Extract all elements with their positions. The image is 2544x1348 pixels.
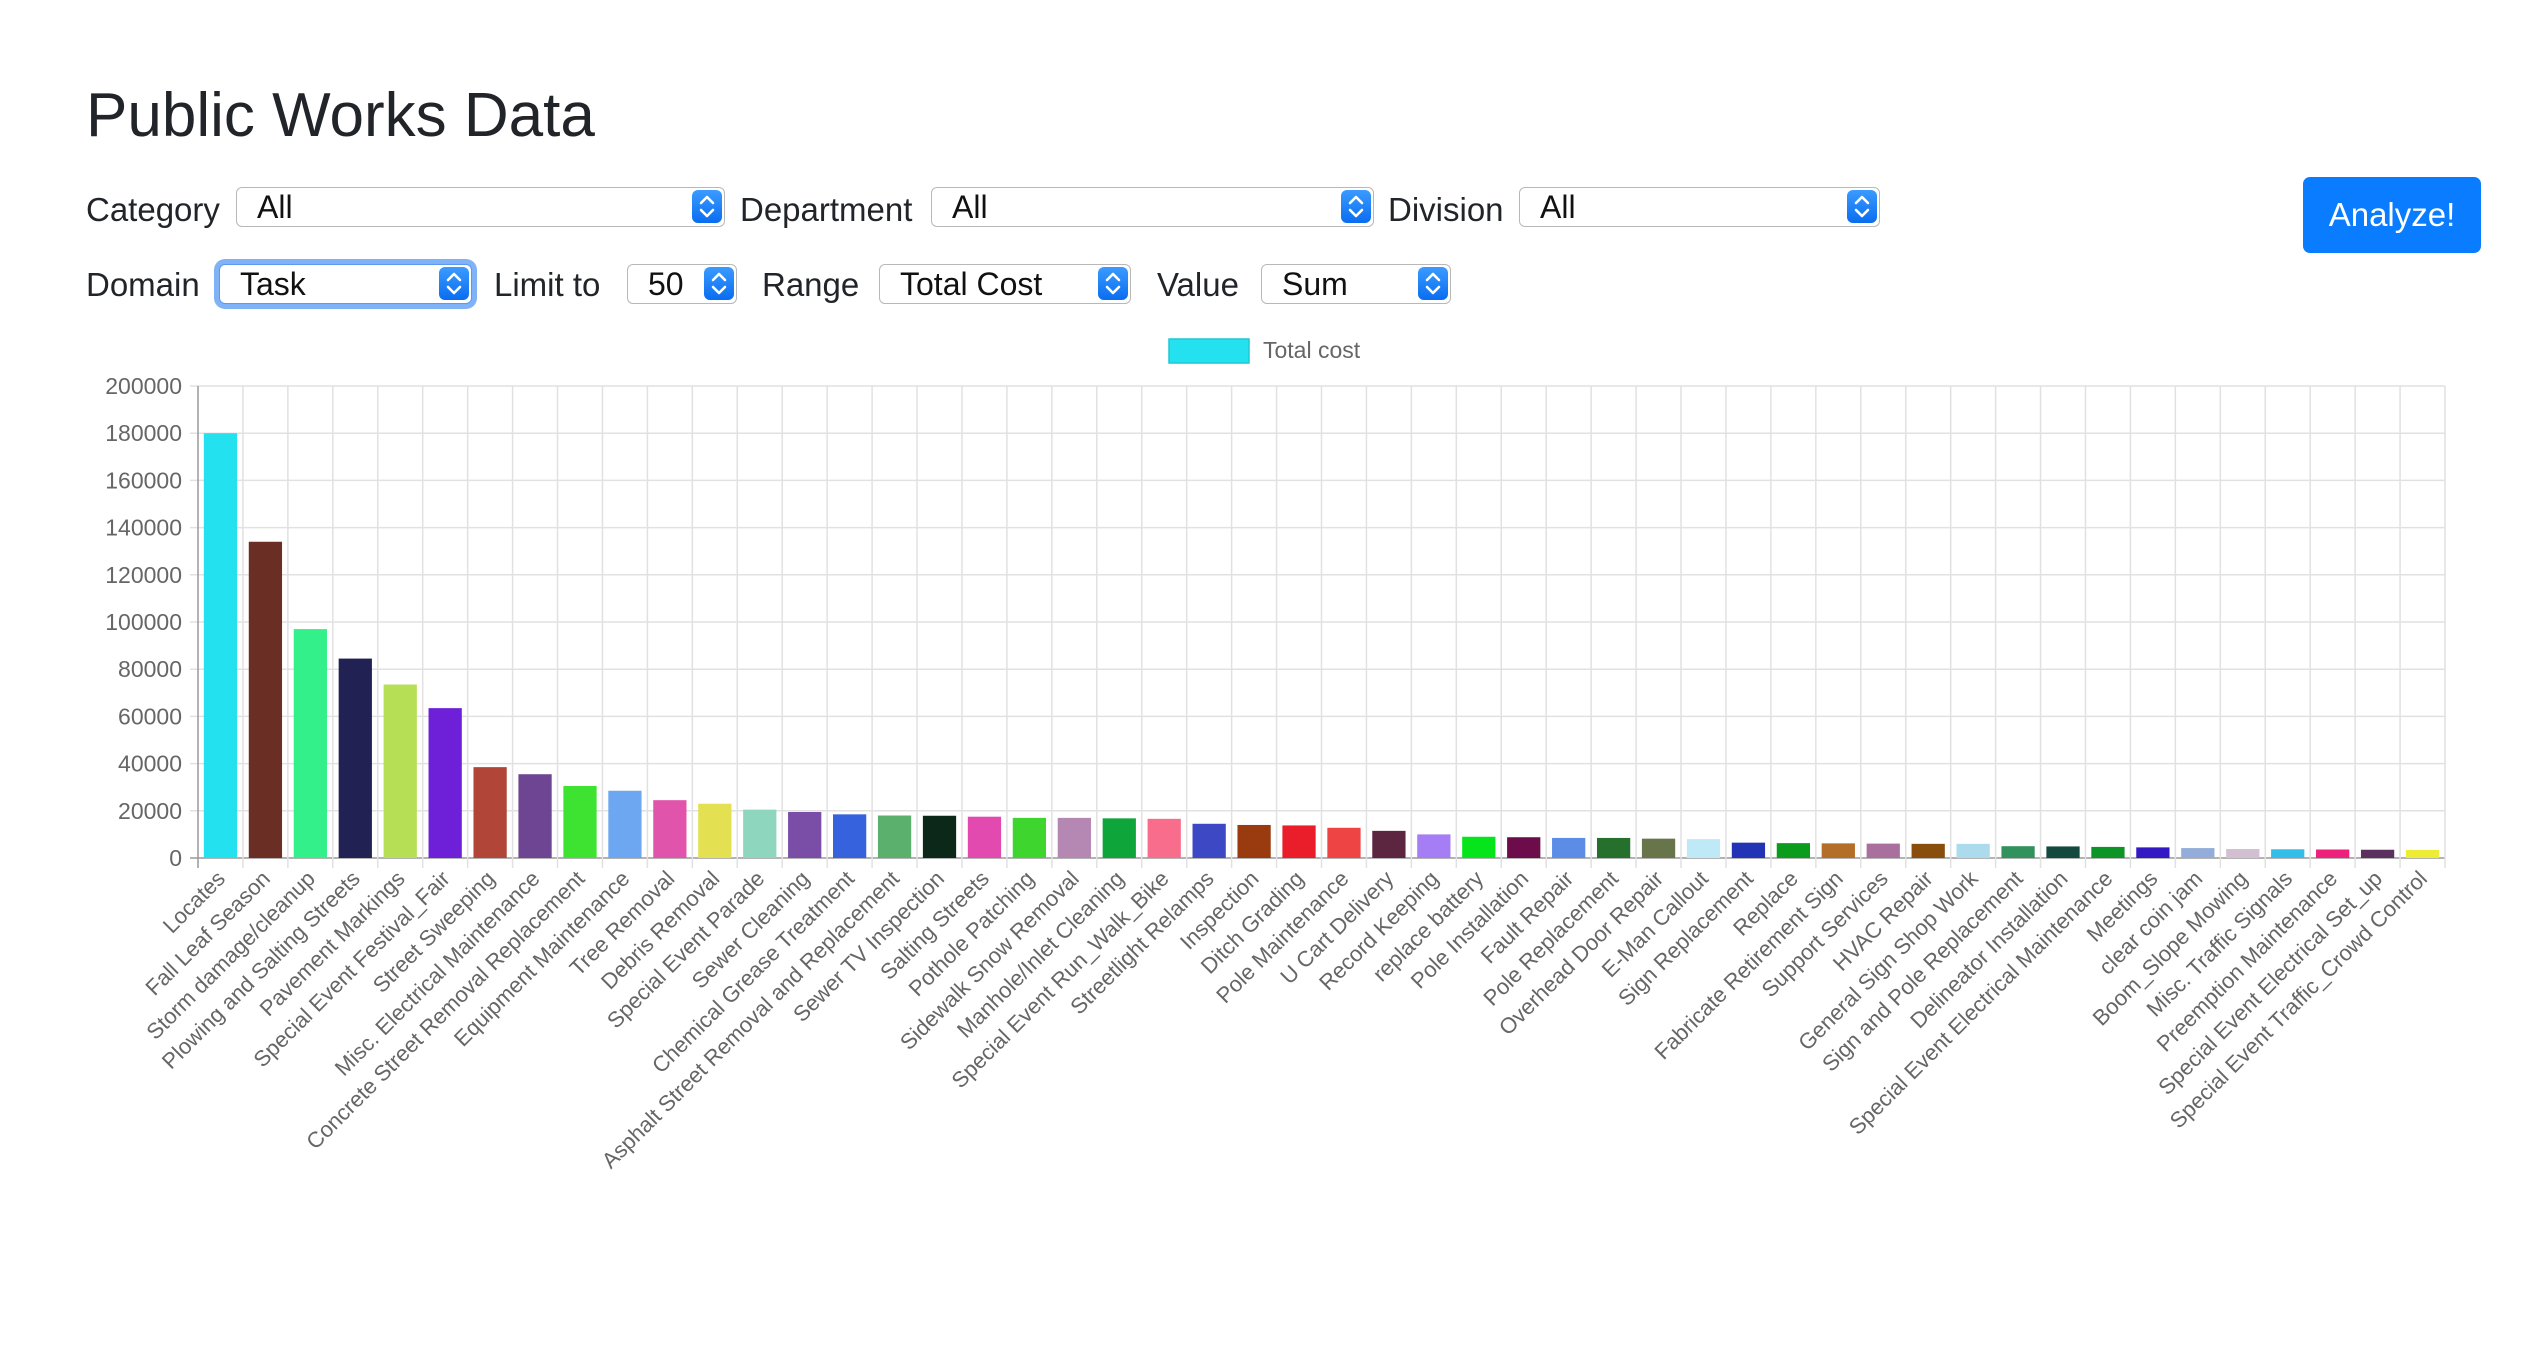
bar: [1731, 842, 1766, 858]
bar: [1417, 834, 1451, 858]
range-label: Range: [762, 266, 860, 303]
bar: [2316, 849, 2350, 858]
bar: [698, 803, 732, 858]
bar: [2136, 847, 2170, 858]
bar: [1552, 837, 1586, 858]
bar: [1911, 843, 1945, 858]
bar: [2226, 849, 2260, 858]
category-label: Category: [86, 191, 220, 228]
up-down-chevron-icon: [704, 267, 734, 300]
bar: [248, 541, 283, 858]
bar: [2405, 849, 2440, 858]
bar: [743, 809, 777, 858]
bar: [1956, 843, 1990, 858]
division-select[interactable]: All: [1519, 187, 1880, 227]
domain-select-value: Task: [240, 266, 306, 302]
domain-label: Domain: [86, 266, 200, 303]
y-tick-label: 180000: [105, 420, 182, 446]
bar: [788, 811, 822, 858]
department-select[interactable]: All: [931, 187, 1374, 227]
bar: [293, 629, 327, 858]
page-title: Public Works Data: [86, 81, 595, 150]
bar: [1821, 843, 1855, 858]
up-down-chevron-icon: [1098, 267, 1128, 300]
bar: [563, 786, 597, 858]
bar: [1866, 843, 1900, 858]
up-down-chevron-icon: [1418, 267, 1448, 300]
y-tick-label: 140000: [105, 515, 182, 541]
bar: [1147, 818, 1181, 858]
y-tick-label: 100000: [105, 609, 182, 635]
bar: [1776, 843, 1810, 858]
value-select[interactable]: Sum: [1261, 264, 1451, 304]
bar: [1237, 824, 1271, 858]
department-select-value: All: [952, 189, 988, 225]
y-tick-label: 160000: [105, 467, 182, 493]
y-tick-label: 120000: [105, 562, 182, 588]
department-label: Department: [740, 191, 913, 228]
range-select-value: Total Cost: [900, 266, 1043, 302]
domain-select[interactable]: Task: [219, 264, 472, 304]
value-select-value: Sum: [1282, 266, 1348, 302]
bar: [338, 658, 372, 858]
bar: [2271, 849, 2305, 858]
analyze-button[interactable]: Analyze!: [2303, 177, 2481, 253]
bar: [2360, 849, 2395, 858]
bar: [967, 816, 1002, 858]
up-down-chevron-icon: [1341, 190, 1371, 223]
bar: [1372, 830, 1406, 858]
y-tick-label: 80000: [118, 656, 182, 682]
bar: [1327, 827, 1361, 858]
limit-select-value: 50: [648, 266, 684, 302]
y-tick-label: 200000: [105, 373, 182, 399]
division-label: Division: [1388, 191, 1504, 228]
bar: [1641, 838, 1676, 858]
bar: [833, 814, 867, 858]
y-tick-label: 40000: [118, 751, 182, 777]
bar: [1462, 836, 1496, 858]
legend-swatch: [1168, 338, 1250, 364]
bar: [1596, 837, 1631, 858]
bar: [1282, 825, 1316, 858]
bar: [518, 774, 552, 858]
bar: [1686, 839, 1721, 858]
bar: [2046, 846, 2080, 858]
division-select-value: All: [1540, 189, 1576, 225]
limit-label: Limit to: [494, 266, 601, 303]
up-down-chevron-icon: [692, 190, 722, 223]
bar: [203, 433, 238, 858]
bar: [2181, 848, 2215, 858]
bar: [877, 815, 912, 858]
category-select[interactable]: All: [236, 187, 725, 227]
range-select[interactable]: Total Cost: [879, 264, 1131, 304]
bar: [608, 790, 642, 858]
bar: [1192, 823, 1226, 858]
bar: [1057, 817, 1091, 858]
bar: [922, 815, 957, 858]
bar: [428, 708, 462, 858]
legend-label: Total cost: [1263, 337, 1361, 363]
y-tick-label: 20000: [118, 798, 182, 824]
bar: [653, 800, 687, 858]
y-tick-label: 0: [169, 845, 182, 871]
bar: [383, 684, 417, 858]
category-select-value: All: [257, 189, 293, 225]
up-down-chevron-icon: [1847, 190, 1877, 223]
value-label: Value: [1157, 266, 1239, 303]
up-down-chevron-icon: [439, 267, 469, 300]
bar: [473, 767, 507, 858]
limit-select[interactable]: 50: [627, 264, 737, 304]
bar: [1012, 817, 1047, 858]
bar: [1102, 818, 1136, 858]
y-tick-label: 60000: [118, 703, 182, 729]
bar: [2001, 846, 2035, 858]
bar: [2091, 846, 2125, 858]
bar: [1507, 837, 1541, 858]
